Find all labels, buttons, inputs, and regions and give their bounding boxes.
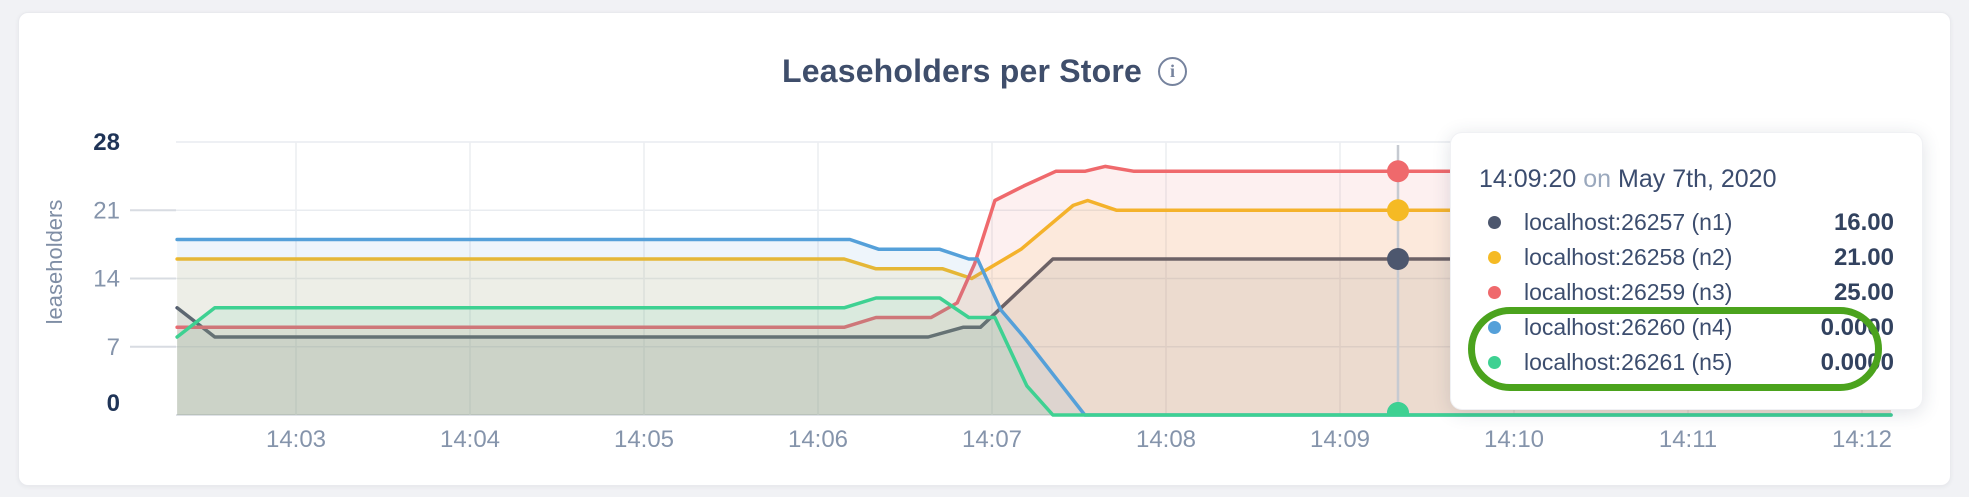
series-line-1 <box>175 257 1893 339</box>
series-color-dot-icon <box>1488 216 1501 229</box>
tooltip-time: 14:09:20 <box>1479 165 1577 193</box>
tooltip-header: 14:09:20 on May 7th, 2020 <box>1479 161 1894 197</box>
x-tick-label: 14:10 <box>1484 426 1544 453</box>
series-value: 25.00 <box>1833 278 1894 306</box>
series-color-dot-icon <box>1488 251 1501 264</box>
series-label: localhost:26258 (n2) <box>1524 244 1733 270</box>
series-area-5 <box>177 298 1892 415</box>
series-value: 21.00 <box>1833 243 1894 271</box>
x-tick-label: 14:12 <box>1832 426 1892 453</box>
tooltip-connector: on <box>1583 165 1612 193</box>
x-tick-label: 14:05 <box>614 426 674 453</box>
tooltip-date: May 7th, 2020 <box>1618 165 1777 193</box>
series-label: localhost:26261 (n5) <box>1524 349 1733 375</box>
highlight-ring-annotation <box>1468 307 1882 391</box>
series-line-5 <box>175 296 1893 417</box>
y-tick-label: 0 <box>107 390 120 417</box>
x-tick-label: 14:06 <box>788 426 848 453</box>
tooltip-rows: localhost:26257 (n1) 16.00 localhost:26258… <box>1479 205 1894 380</box>
series-value: 16.00 <box>1833 208 1894 236</box>
hover-dot-2 <box>1387 199 1409 222</box>
y-axis-title: leaseholders <box>42 200 67 325</box>
x-tick-label: 14:07 <box>962 426 1022 453</box>
tooltip-row: localhost:26258 (n2) 21.00 <box>1479 240 1894 275</box>
y-tick-label: 21 <box>93 197 120 224</box>
hover-dot-1 <box>1387 248 1409 270</box>
series-area-4 <box>177 239 1892 415</box>
series-label: localhost:26260 (n4) <box>1524 314 1733 340</box>
hover-dot-3 <box>1387 160 1409 183</box>
x-tick-label: 14:04 <box>440 426 500 453</box>
tooltip-row: localhost:26257 (n1) 16.00 <box>1479 205 1894 240</box>
hover-dots <box>1387 160 1409 415</box>
hover-dot-5 <box>1387 402 1409 415</box>
chart-header: Leaseholders per Store i <box>19 53 1950 90</box>
series-line-3 <box>175 164 1893 330</box>
y-tick-label: 14 <box>93 266 120 293</box>
info-icon[interactable]: i <box>1158 57 1188 86</box>
x-tick-label: 14:09 <box>1310 426 1370 453</box>
x-tick-label: 14:03 <box>266 426 326 453</box>
series-label: localhost:26259 (n3) <box>1524 279 1733 305</box>
series-label: localhost:26257 (n1) <box>1524 209 1733 235</box>
series-line-4 <box>175 237 1893 417</box>
chart-title: Leaseholders per Store <box>781 53 1143 89</box>
y-tick-label: 28 <box>93 129 120 156</box>
series-line-2 <box>175 198 1893 281</box>
y-tick-label: 7 <box>107 334 120 361</box>
tooltip-row: localhost:26259 (n3) 25.00 <box>1479 275 1894 310</box>
series-color-dot-icon <box>1488 286 1501 299</box>
x-tick-label: 14:11 <box>1659 426 1717 453</box>
x-tick-label: 14:08 <box>1136 426 1196 453</box>
